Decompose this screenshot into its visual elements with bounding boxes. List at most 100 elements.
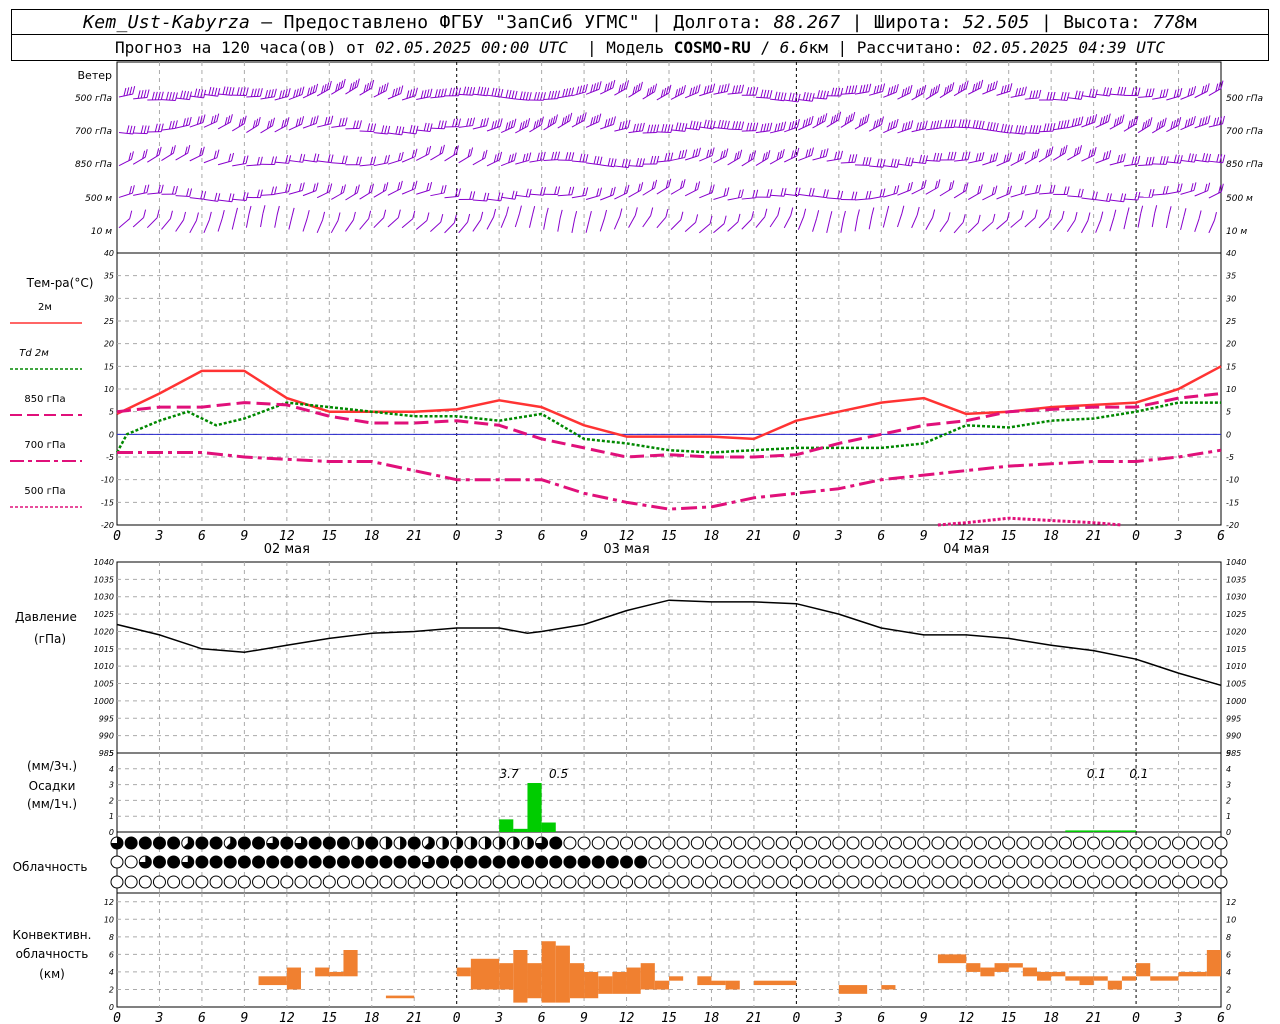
wind-barb-staff: [670, 219, 682, 231]
wind-barb-staff: [699, 126, 714, 130]
precip-title: Осадки: [29, 779, 76, 793]
wind-barb-feather: [466, 118, 470, 127]
wind-barb-feather: [455, 87, 459, 96]
wind-barb-feather: [663, 87, 667, 97]
wind-barb-feather: [752, 122, 756, 131]
wind-barb-staff: [1194, 90, 1208, 99]
wind-barb-staff: [769, 215, 779, 228]
wind-barb-feather: [709, 84, 713, 93]
wind-barb-staff: [826, 219, 831, 234]
wind-barb-feather: [637, 183, 641, 192]
cloud-title: Облачность: [13, 860, 88, 874]
wind-barb-feather: [557, 151, 561, 160]
wind-barb-feather: [1208, 153, 1212, 163]
cloud-circle: [322, 875, 336, 889]
wind-barb-feather: [242, 155, 246, 165]
wind-barb-feather: [143, 125, 147, 134]
x-tick-label: 18: [704, 529, 720, 544]
wind-barb-feather: [182, 118, 186, 127]
cloud-circle: [407, 836, 421, 850]
wind-barb-feather: [412, 210, 416, 219]
precip-bar: [541, 822, 556, 832]
cloud-circle: [436, 875, 450, 889]
wind-barb-staff: [1194, 159, 1209, 163]
wind-barb-feather: [737, 213, 741, 223]
wind-barb-feather: [160, 91, 164, 100]
wind-barb-staff: [330, 220, 339, 234]
wind-barb-feather: [623, 186, 627, 195]
cloud-fill-wedge: [470, 836, 477, 849]
wind-barb-feather: [619, 208, 623, 217]
cloud-circle: [605, 836, 619, 850]
cloud-circle: [1157, 836, 1171, 850]
wind-barb-feather: [330, 154, 334, 163]
wind-barb-staff: [1194, 218, 1200, 232]
wind-barb-feather: [1123, 193, 1127, 202]
wind-barb-feather: [939, 119, 943, 129]
wind-barb-feather: [972, 83, 976, 93]
y-tick-label-right: 10: [1226, 915, 1236, 924]
wind-barb-feather: [835, 113, 839, 122]
cloud-circle: [351, 855, 365, 869]
wind-barb-feather: [892, 120, 896, 129]
wind-barb-feather: [539, 186, 543, 196]
wind-barb-staff: [1151, 213, 1156, 228]
wind-barb-feather: [953, 151, 957, 160]
conv-cloud-bar: [513, 950, 528, 1003]
wind-barb-feather: [920, 86, 924, 95]
cloud-circle: [1129, 855, 1143, 869]
wind-barb-staff: [133, 132, 148, 135]
wind-barb-feather: [1103, 87, 1107, 96]
cloud-circle: [747, 855, 761, 869]
wind-barb-staff: [161, 152, 174, 161]
wind-barb-feather: [1003, 154, 1007, 163]
wind-barb-staff: [1095, 199, 1110, 203]
wind-barb-staff: [699, 192, 713, 199]
wind-barb-feather: [1066, 119, 1070, 128]
wind-barb-feather: [559, 209, 563, 218]
wind-barb-staff: [798, 98, 813, 102]
wind-barb-feather: [732, 85, 736, 94]
wind-barb-feather: [989, 82, 993, 92]
cloud-circle: [634, 855, 648, 869]
conv-cloud-bar: [626, 967, 641, 994]
wind-barb-feather: [571, 186, 575, 195]
wind-barb-staff: [699, 155, 713, 162]
wind-barb-feather: [977, 214, 981, 223]
wind-barb-feather: [1063, 186, 1067, 195]
y-tick-label-left: 1: [109, 812, 114, 821]
wind-barb-staff: [486, 159, 500, 167]
model-label: Модель: [606, 38, 665, 57]
wind-barb-feather: [183, 211, 187, 221]
wind-barb-staff: [854, 121, 868, 130]
wind-barb-feather: [962, 184, 966, 193]
wind-barb-staff: [1081, 154, 1095, 162]
cloud-circle: [973, 855, 987, 869]
x-tick-label: 21: [406, 1011, 422, 1024]
wind-barb-feather: [636, 158, 640, 167]
wind-barb-feather: [665, 86, 669, 95]
wind-barb-feather: [678, 150, 682, 159]
wind-barb-staff: [670, 129, 685, 132]
wind-barb-feather: [992, 122, 996, 131]
wind-barb-feather: [411, 149, 415, 158]
wind-barb-feather: [397, 182, 401, 191]
wind-barb-feather: [1162, 186, 1166, 195]
wind-barb-staff: [444, 195, 459, 199]
x-tick-label: 3: [494, 1011, 503, 1024]
wind-barb-feather: [947, 151, 951, 161]
wind-barb-staff: [515, 98, 530, 101]
wind-barb-feather: [329, 183, 333, 192]
wind-barb-feather: [825, 189, 829, 198]
station-header: Kem_Ust-Kabyrza — Предоставлено ФГБУ "За…: [11, 9, 1269, 35]
cloud-circle: [804, 875, 818, 889]
wind-barb-feather: [248, 205, 252, 215]
wind-barb-feather: [1066, 92, 1070, 101]
wind-barb-feather: [1094, 89, 1098, 98]
wind-barb-staff: [1067, 195, 1082, 198]
wind-barb-feather: [337, 212, 341, 221]
cloud-circle: [676, 875, 690, 889]
wind-barb-feather: [224, 116, 228, 126]
wind-barb-staff: [741, 158, 754, 167]
y-tick-label-right: 995: [1226, 714, 1241, 723]
